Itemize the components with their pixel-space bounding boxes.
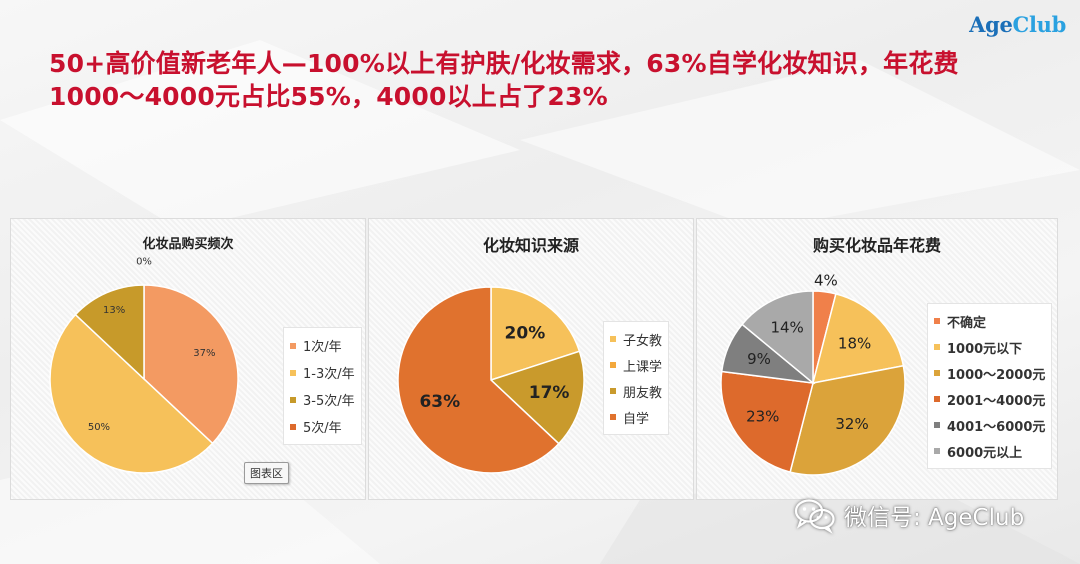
data-label: 50% <box>88 422 110 433</box>
chart-legend: 子女教 上课学 朋友教 自学 <box>603 321 670 435</box>
data-label: 0% <box>136 257 152 268</box>
data-label: 13% <box>103 305 125 316</box>
chart-legend: 不确定 1000元以下 1000～2000元 2001～4000元 4001～6… <box>927 303 1053 469</box>
legend-item: 2001～4000元 <box>934 386 1045 412</box>
legend-item: 子女教 <box>610 326 662 352</box>
legend-swatch <box>290 369 296 376</box>
legend-swatch <box>610 362 616 368</box>
pie-slice[interactable] <box>74 284 145 381</box>
legend-item: 自学 <box>610 404 662 430</box>
wechat-icon <box>794 499 835 534</box>
legend-label: 上课学 <box>623 359 663 375</box>
chart-title: 购买化妆品年花费 <box>812 236 941 255</box>
data-label: 37% <box>193 348 215 359</box>
chart-legend: 1次/年 1-3次/年 3-5次/年 5次/年 <box>283 327 362 445</box>
wechat-id-text: 微信号: AgeClub <box>844 505 1025 531</box>
legend-item: 朋友教 <box>610 378 662 404</box>
legend-label: 6000元以上 <box>947 445 1023 461</box>
pie-slice[interactable] <box>397 286 560 474</box>
chart-panel-annual-spending[interactable]: 购买化妆品年花费 4% 18% 32% 23% 9% 14% 不确定 1000元以下 10… <box>696 218 1058 500</box>
pie-slice[interactable] <box>143 284 239 445</box>
data-label: 32% <box>835 415 868 433</box>
pie-slice[interactable] <box>489 350 585 445</box>
legend-label: 5次/年 <box>303 421 342 436</box>
pie-slice[interactable] <box>490 286 581 382</box>
legend-item: 6000元以上 <box>934 438 1045 464</box>
legend-item: 5次/年 <box>290 413 355 440</box>
headline-line-2: 1000～4000元占比55%，4000以上占了23% <box>49 82 608 111</box>
legend-swatch <box>934 396 940 402</box>
legend-label: 子女教 <box>623 333 663 349</box>
pie-slice[interactable] <box>741 290 814 385</box>
legend-swatch <box>610 336 616 342</box>
legend-swatch <box>934 344 940 350</box>
legend-label: 3-5次/年 <box>303 394 355 409</box>
chart-area-tooltip: 图表区 <box>244 462 289 484</box>
pie-slice[interactable] <box>789 364 906 476</box>
legend-swatch <box>934 448 940 454</box>
data-label: 18% <box>838 334 871 352</box>
legend-swatch <box>934 370 940 376</box>
legend-label: 1000～2000元 <box>947 367 1046 383</box>
data-label: 17% <box>529 383 570 403</box>
legend-label: 1-3次/年 <box>303 367 355 382</box>
wechat-watermark: 微信号: AgeClub <box>794 498 1025 534</box>
legend-swatch <box>934 422 940 428</box>
legend-item: 3-5次/年 <box>290 386 355 413</box>
legend-swatch <box>290 342 296 349</box>
legend-item: 上课学 <box>610 352 662 378</box>
legend-item: 1000元以下 <box>934 334 1045 360</box>
headline: 50+高价值新老年人—100%以上有护肤/化妆需求，63%自学化妆知识，年花费 … <box>49 47 1049 113</box>
data-label: 9% <box>747 350 771 368</box>
legend-label: 1000元以下 <box>947 341 1023 357</box>
pie-chart: 4% 18% 32% 23% 9% 14% <box>720 271 906 476</box>
legend-item: 不确定 <box>934 308 1045 334</box>
data-label: 63% <box>419 392 460 412</box>
legend-swatch <box>290 396 296 403</box>
chart-panel-knowledge-source[interactable]: 化妆知识来源 20% 17% 63% 子女教 上课学 朋友教 自学 <box>368 218 694 500</box>
legend-swatch <box>610 414 616 420</box>
legend-label: 1次/年 <box>303 340 342 355</box>
headline-line-1: 50+高价值新老年人—100%以上有护肤/化妆需求，63%自学化妆知识，年花费 <box>49 49 959 78</box>
legend-label: 朋友教 <box>623 385 663 401</box>
pie-slice[interactable] <box>811 292 905 384</box>
pie-chart: 20% 17% 63% <box>397 286 585 474</box>
legend-item: 1000～2000元 <box>934 360 1045 386</box>
legend-label: 2001～4000元 <box>947 393 1046 409</box>
pie-slice[interactable] <box>720 370 814 474</box>
data-label: 4% <box>814 271 838 289</box>
pie-slice[interactable] <box>49 313 214 474</box>
legend-label: 不确定 <box>947 315 987 331</box>
data-label: 20% <box>505 323 546 343</box>
chart-panel-purchase-frequency[interactable]: 化妆品购买频次 37% 50% 13% 0% 1次/年 1-3次/年 3-5次/年 5… <box>10 218 366 500</box>
legend-item: 1次/年 <box>290 332 355 359</box>
brand-logo: AgeClub <box>969 12 1066 37</box>
data-label: 14% <box>770 319 803 337</box>
legend-item: 4001～6000元 <box>934 412 1045 438</box>
legend-swatch <box>934 318 940 324</box>
chart-title: 化妆知识来源 <box>482 236 579 255</box>
legend-swatch <box>610 388 616 394</box>
legend-label: 4001～6000元 <box>947 419 1046 435</box>
legend-swatch <box>290 423 296 430</box>
legend-label: 自学 <box>623 411 650 427</box>
legend-item: 1-3次/年 <box>290 359 355 386</box>
data-label: 23% <box>746 408 779 426</box>
chart-title: 化妆品购买频次 <box>142 237 234 252</box>
pie-chart: 37% 50% 13% 0% <box>49 257 239 474</box>
